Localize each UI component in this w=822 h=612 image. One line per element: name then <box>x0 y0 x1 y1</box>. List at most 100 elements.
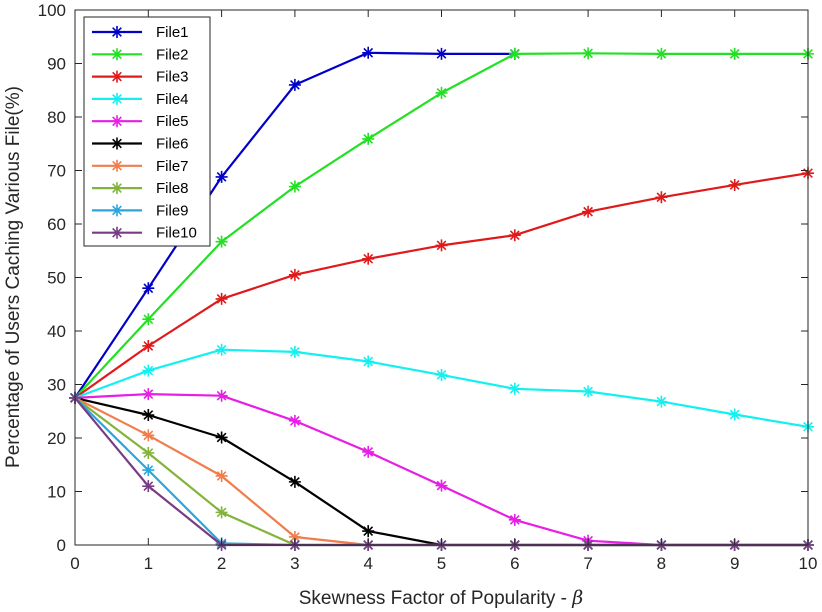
data-point <box>142 313 155 326</box>
x-tick-label: 2 <box>217 554 226 573</box>
x-tick-label: 6 <box>510 554 519 573</box>
data-point <box>142 429 155 442</box>
x-tick-label: 4 <box>363 554 372 573</box>
y-tick-label: 40 <box>47 322 66 341</box>
data-point <box>435 479 448 492</box>
data-point <box>728 178 741 191</box>
legend-item: File6 <box>92 136 189 153</box>
data-point <box>362 445 375 458</box>
data-point <box>582 205 595 218</box>
data-point <box>142 464 155 477</box>
data-point <box>435 86 448 99</box>
data-point <box>508 229 521 242</box>
data-point <box>288 180 301 193</box>
data-point <box>288 414 301 427</box>
x-tick-label: 1 <box>144 554 153 573</box>
legend-item: File3 <box>92 69 189 86</box>
legend-marker <box>111 92 123 105</box>
data-point <box>215 170 228 183</box>
legend-label: File6 <box>156 136 189 153</box>
data-point <box>288 268 301 281</box>
legend-label: File2 <box>156 46 189 63</box>
data-point <box>728 408 741 421</box>
legend-item: File8 <box>92 180 189 197</box>
data-point <box>142 388 155 401</box>
data-point <box>728 47 741 60</box>
legend-item: File1 <box>92 24 189 41</box>
legend-marker <box>111 137 123 150</box>
y-tick-label: 20 <box>47 429 66 448</box>
legend-marker <box>111 115 123 128</box>
legend-item: File9 <box>92 202 189 219</box>
y-tick-label: 90 <box>47 55 66 74</box>
data-point <box>215 506 228 519</box>
data-point <box>508 513 521 526</box>
legend-marker <box>111 26 123 38</box>
legend-label: File8 <box>156 180 189 197</box>
data-point <box>362 252 375 265</box>
legend-item: File7 <box>92 158 189 175</box>
data-point <box>362 525 375 538</box>
data-point <box>288 345 301 358</box>
y-axis-title: Percentage of Users Caching Various File… <box>3 86 24 468</box>
data-point <box>508 382 521 395</box>
legend: File1 File2 File3 File4 File5 File6 File7 File8… <box>83 16 211 247</box>
data-point <box>142 364 155 377</box>
data-point <box>142 446 155 459</box>
data-point <box>362 355 375 368</box>
y-tick-label: 80 <box>47 108 66 127</box>
data-point <box>215 235 228 248</box>
x-axis-title-text: Skewness Factor of Popularity - <box>299 588 573 609</box>
data-point <box>288 530 301 543</box>
legend-marker <box>111 226 123 239</box>
data-point <box>215 292 228 305</box>
legend-box <box>83 16 211 247</box>
legend-item: File2 <box>92 46 189 63</box>
legend-item: File10 <box>92 225 197 242</box>
y-tick-label: 10 <box>47 483 66 502</box>
y-tick-label: 70 <box>47 162 66 181</box>
legend-item: File4 <box>92 91 189 108</box>
legend-label: File1 <box>156 24 189 41</box>
x-tick-label: 10 <box>799 554 818 573</box>
data-point <box>142 408 155 421</box>
legend-item: File5 <box>92 113 189 130</box>
x-tick-label: 3 <box>290 554 299 573</box>
data-point <box>215 389 228 402</box>
data-point <box>435 368 448 381</box>
y-tick-label: 30 <box>47 376 66 395</box>
data-point <box>655 191 668 204</box>
legend-label: File5 <box>156 113 189 130</box>
data-point <box>582 385 595 398</box>
y-tick-label: 0 <box>57 536 66 555</box>
x-axis-title: Skewness Factor of Popularity - β <box>299 587 584 609</box>
legend-marker <box>111 48 123 61</box>
data-point <box>288 78 301 91</box>
y-tick-label: 50 <box>47 269 66 288</box>
data-point <box>435 47 448 60</box>
x-tick-label: 0 <box>70 554 79 573</box>
data-point <box>142 282 155 295</box>
legend-marker <box>111 159 123 172</box>
data-point <box>582 47 595 60</box>
y-tick-label: 100 <box>38 1 66 20</box>
legend-label: File4 <box>156 91 189 108</box>
x-axis-title-symbol: β <box>571 587 583 609</box>
data-point <box>435 239 448 252</box>
data-point <box>655 395 668 408</box>
x-tick-label: 7 <box>583 554 592 573</box>
legend-label: File10 <box>156 225 197 242</box>
data-point <box>215 343 228 356</box>
legend-label: File3 <box>156 69 189 86</box>
data-point <box>508 47 521 60</box>
y-tick-label: 60 <box>47 215 66 234</box>
data-point <box>142 480 155 493</box>
data-point <box>362 46 375 59</box>
data-point <box>362 132 375 145</box>
x-tick-label: 8 <box>657 554 666 573</box>
legend-marker <box>111 182 123 195</box>
data-point <box>288 475 301 488</box>
data-point <box>215 431 228 444</box>
